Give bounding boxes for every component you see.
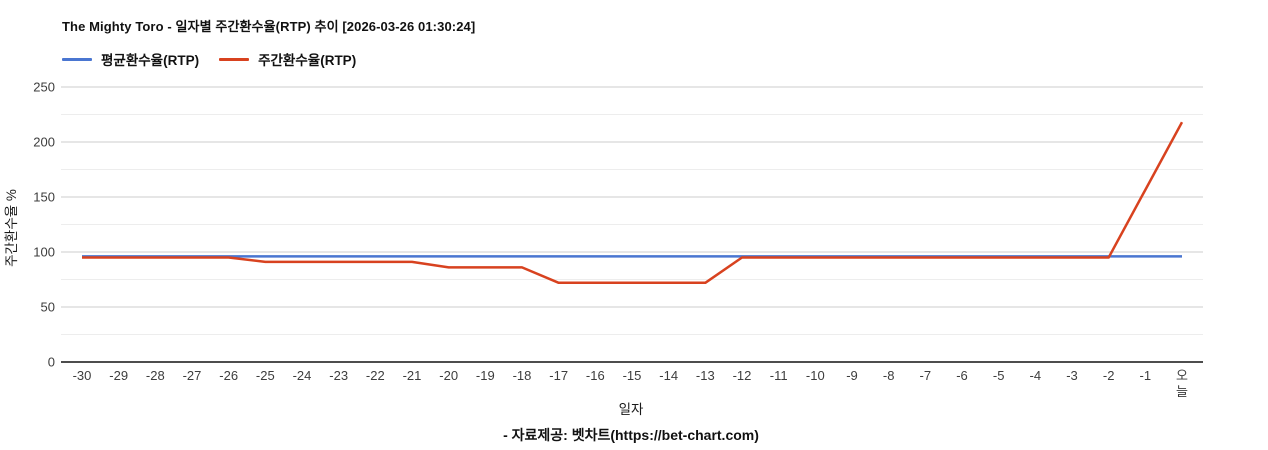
legend-item-weekly: 주간환수율(RTP) bbox=[219, 49, 356, 69]
x-tick-label: -11 bbox=[770, 368, 788, 383]
x-tick-label: -17 bbox=[549, 368, 568, 383]
x-tick-label: -22 bbox=[366, 368, 385, 383]
average-line-swatch bbox=[62, 57, 92, 61]
x-tick-label: -6 bbox=[956, 368, 968, 383]
x-tick-label: -28 bbox=[146, 368, 165, 383]
x-tick-label: -16 bbox=[586, 368, 605, 383]
x-tick-label: -27 bbox=[183, 368, 202, 383]
x-tick-label: -26 bbox=[219, 368, 238, 383]
weekly-line-swatch bbox=[219, 57, 250, 61]
x-tick-label: -25 bbox=[256, 368, 275, 383]
y-tick-label: 0 bbox=[48, 355, 55, 370]
x-tick-label: -30 bbox=[73, 368, 92, 383]
x-tick-label: -15 bbox=[623, 368, 642, 383]
y-tick-label: 200 bbox=[33, 135, 55, 150]
x-tick-label: -23 bbox=[329, 368, 348, 383]
legend-label-average: 평균환수율(RTP) bbox=[101, 53, 200, 68]
legend: 평균환수율(RTP) 주간환수율(RTP) bbox=[62, 49, 356, 69]
x-tick-label: -1 bbox=[1140, 368, 1152, 383]
x-tick-label: -10 bbox=[806, 368, 825, 383]
legend-label-weekly: 주간환수율(RTP) bbox=[258, 53, 357, 68]
y-tick-label: 100 bbox=[33, 245, 55, 260]
x-tick-label: -4 bbox=[1030, 368, 1042, 383]
y-axis-title: 주간환수율 % bbox=[4, 189, 19, 267]
x-tick-label: -2 bbox=[1103, 368, 1115, 383]
x-tick-label: -20 bbox=[439, 368, 458, 383]
x-tick-label: -29 bbox=[109, 368, 128, 383]
x-tick-label: -14 bbox=[659, 368, 678, 383]
x-tick-label: -19 bbox=[476, 368, 495, 383]
axis-tick-labels: 0 50 100 150 200 250 -30 -29 -28 -27 -26 -25 -24 -23 -… bbox=[33, 80, 1188, 400]
x-tick-label: -7 bbox=[920, 368, 932, 383]
footer-attribution: - 자료제공: 벳차트(https://bet-chart.com) bbox=[503, 427, 759, 443]
legend-item-average: 평균환수율(RTP) bbox=[62, 49, 199, 69]
x-tick-label: -21 bbox=[403, 368, 422, 383]
y-tick-label: 150 bbox=[33, 190, 55, 205]
x-tick-label: -12 bbox=[733, 368, 752, 383]
series-lines bbox=[82, 121, 1184, 285]
x-tick-label: -9 bbox=[846, 368, 858, 383]
x-tick-label: -24 bbox=[293, 368, 312, 383]
y-tick-label: 50 bbox=[41, 300, 55, 315]
x-tick-label: -8 bbox=[883, 368, 895, 383]
series-line-weekly bbox=[82, 121, 1184, 285]
x-tick-label: -3 bbox=[1066, 368, 1078, 383]
y-tick-label: 250 bbox=[33, 80, 55, 95]
x-tick-label: -18 bbox=[513, 368, 532, 383]
x-axis-title: 일자 bbox=[619, 402, 644, 417]
gridlines bbox=[61, 86, 1203, 363]
x-tick-label: -13 bbox=[696, 368, 715, 383]
chart-title: The Mighty Toro - 일자별 주간환수율(RTP) 추이 [202… bbox=[62, 19, 476, 34]
x-tick-label: -5 bbox=[993, 368, 1005, 383]
